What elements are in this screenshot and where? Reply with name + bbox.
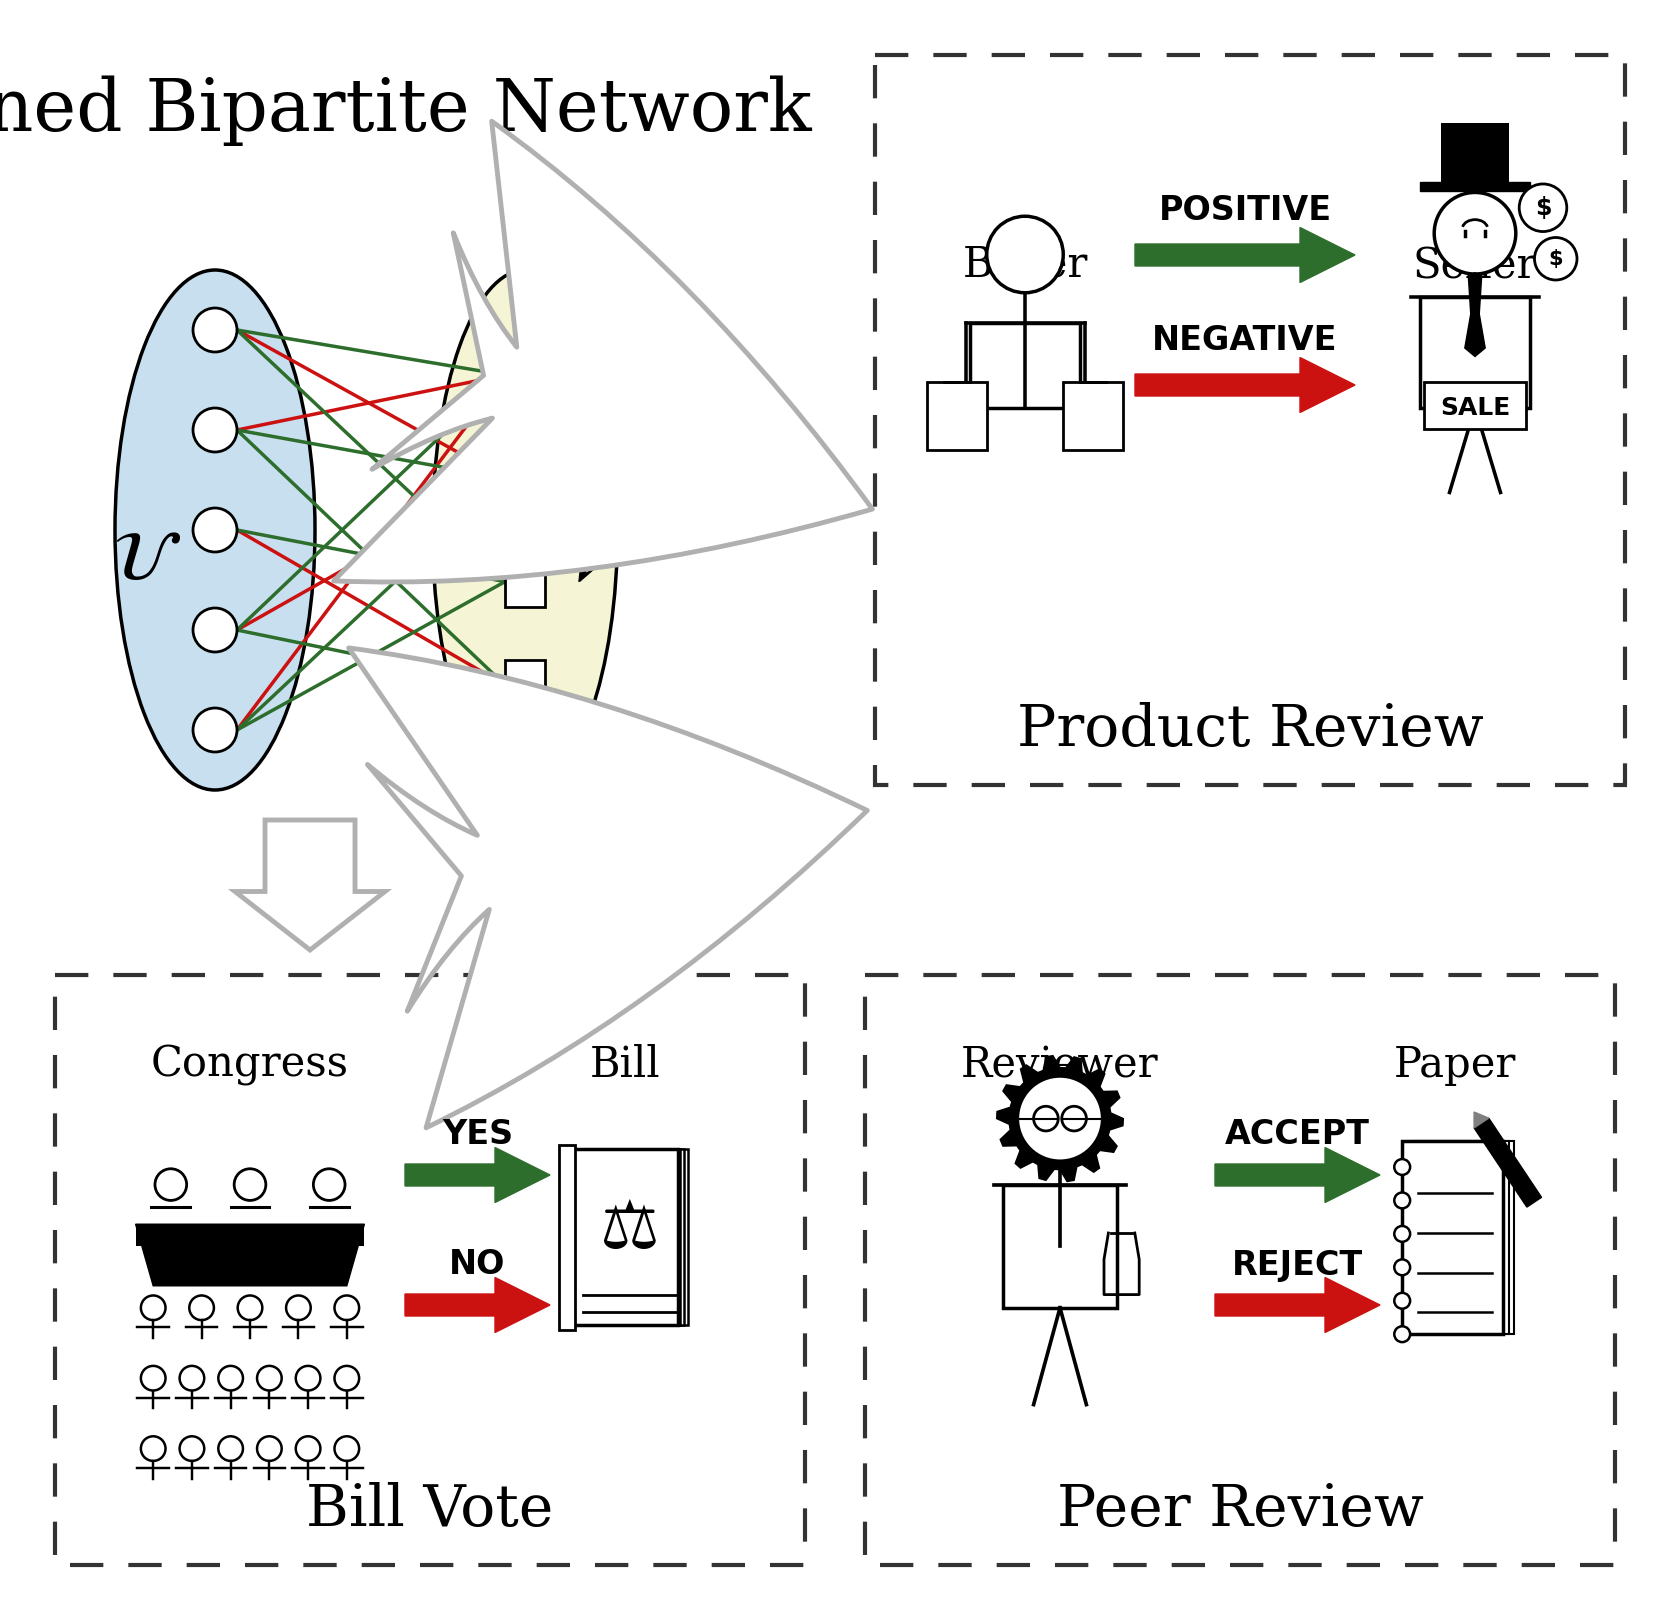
Text: Paper: Paper [1394,1044,1515,1086]
Bar [506,660,546,710]
Bar [572,1149,678,1326]
Bar [1440,122,1509,187]
FancyArrow shape [1135,227,1355,283]
Circle shape [1434,193,1515,274]
FancyArrow shape [1135,357,1355,412]
Text: Congress: Congress [150,1044,349,1086]
Circle shape [194,307,237,352]
Circle shape [1018,1076,1102,1160]
Circle shape [285,1295,310,1319]
Text: Seller: Seller [1412,245,1537,286]
Polygon shape [135,1224,364,1286]
Circle shape [189,1295,214,1319]
Circle shape [194,608,237,652]
Circle shape [314,1168,345,1200]
Bar [506,351,546,401]
Text: Product Review: Product Review [1016,702,1484,758]
Text: $\mathcal{V}$: $\mathcal{V}$ [562,526,611,594]
Polygon shape [1474,1118,1542,1207]
Bar [875,55,1626,785]
Polygon shape [235,821,386,949]
Circle shape [295,1437,320,1461]
FancyArrow shape [406,1278,551,1332]
FancyArrow shape [1215,1147,1380,1202]
Polygon shape [1465,274,1485,357]
Circle shape [295,1366,320,1390]
Text: POSITIVE: POSITIVE [1158,193,1332,227]
Polygon shape [1420,182,1530,191]
Circle shape [257,1437,282,1461]
Circle shape [1016,1075,1103,1162]
Circle shape [237,1295,262,1319]
Circle shape [1394,1192,1410,1208]
Bar [135,1224,364,1247]
Text: Peer Review: Peer Review [1056,1482,1424,1538]
Circle shape [194,708,237,751]
Bar [559,1146,574,1329]
Circle shape [194,409,237,452]
Text: Bill: Bill [589,1044,661,1086]
Text: YES: YES [442,1118,512,1152]
Circle shape [1394,1226,1410,1242]
Bar [55,975,804,1566]
Ellipse shape [432,270,618,790]
Bar [506,557,546,607]
Text: Bill Vote: Bill Vote [307,1482,554,1538]
Bar [928,381,986,451]
Circle shape [234,1168,265,1200]
Circle shape [155,1168,187,1200]
Circle shape [1534,238,1577,280]
Circle shape [334,1295,359,1319]
Circle shape [1394,1260,1410,1276]
Bar [1420,298,1530,407]
FancyArrow shape [406,1147,551,1202]
Text: SALE: SALE [1440,396,1510,420]
Circle shape [1519,183,1567,232]
Text: ACCEPT: ACCEPT [1225,1118,1370,1152]
Circle shape [219,1366,244,1390]
Text: $: $ [1549,249,1562,269]
Bar [865,975,1616,1566]
Circle shape [140,1437,165,1461]
Bar [506,454,546,504]
Bar [1412,1141,1514,1334]
Circle shape [1394,1326,1410,1342]
Circle shape [334,1437,359,1461]
Text: REJECT: REJECT [1232,1249,1364,1281]
Text: Reviewer: Reviewer [961,1044,1158,1086]
Bar [1424,381,1525,428]
Polygon shape [1474,1112,1489,1128]
Circle shape [1394,1158,1410,1175]
Bar [1003,1184,1117,1308]
Circle shape [1394,1294,1410,1308]
Circle shape [257,1366,282,1390]
Circle shape [334,1366,359,1390]
Text: ⚖: ⚖ [599,1195,659,1261]
Text: $\mathcal{U}$: $\mathcal{U}$ [113,526,180,594]
Circle shape [140,1295,165,1319]
Text: $: $ [1535,196,1551,220]
Text: Buyer: Buyer [963,245,1088,286]
Bar [582,1149,688,1326]
Text: NO: NO [449,1249,506,1281]
Text: NEGATIVE: NEGATIVE [1152,323,1339,357]
Bar [579,1149,684,1326]
Circle shape [180,1366,204,1390]
Text: Signed Bipartite Network: Signed Bipartite Network [0,76,811,146]
Bar [970,322,1080,407]
Polygon shape [996,1056,1123,1181]
Bar [574,1149,681,1326]
Circle shape [140,1366,165,1390]
Circle shape [986,216,1063,293]
Bar [1063,381,1123,451]
Circle shape [219,1437,244,1461]
Circle shape [180,1437,204,1461]
Bar [1407,1141,1509,1334]
Ellipse shape [115,270,315,790]
Circle shape [194,508,237,552]
Bar [1402,1141,1504,1334]
FancyArrow shape [1215,1278,1380,1332]
